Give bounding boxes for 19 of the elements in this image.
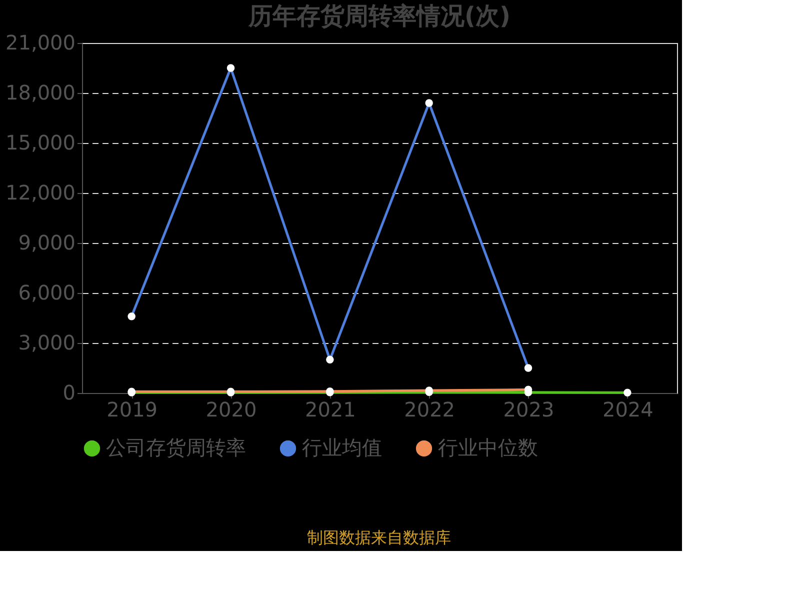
x-tick-label: 2022 [404,398,456,422]
y-tick-label: 0 [62,380,76,404]
legend-label: 行业均值 [302,435,382,460]
x-tick-label: 2024 [602,398,654,422]
y-tick-label: 6,000 [18,280,76,304]
y-tick-label: 21,000 [6,30,76,54]
y-tick-label: 15,000 [6,130,76,154]
y-tick-label: 18,000 [6,80,76,104]
x-tick-label: 2023 [503,398,554,422]
x-tick-label: 2019 [106,398,158,422]
legend-label: 公司存货周转率 [106,435,246,460]
y-tick-label: 12,000 [6,180,76,204]
text: 制图数据来自数据库 [307,528,451,547]
x-tick-label: 2020 [206,398,257,422]
legend-label: 行业中位数 [438,435,538,460]
x-tick-label: 2021 [304,398,356,422]
y-tick-label: 9,000 [18,230,76,254]
chart-title: 历年存货周转率情况(次) [248,2,510,30]
y-tick-label: 3,000 [18,330,76,354]
